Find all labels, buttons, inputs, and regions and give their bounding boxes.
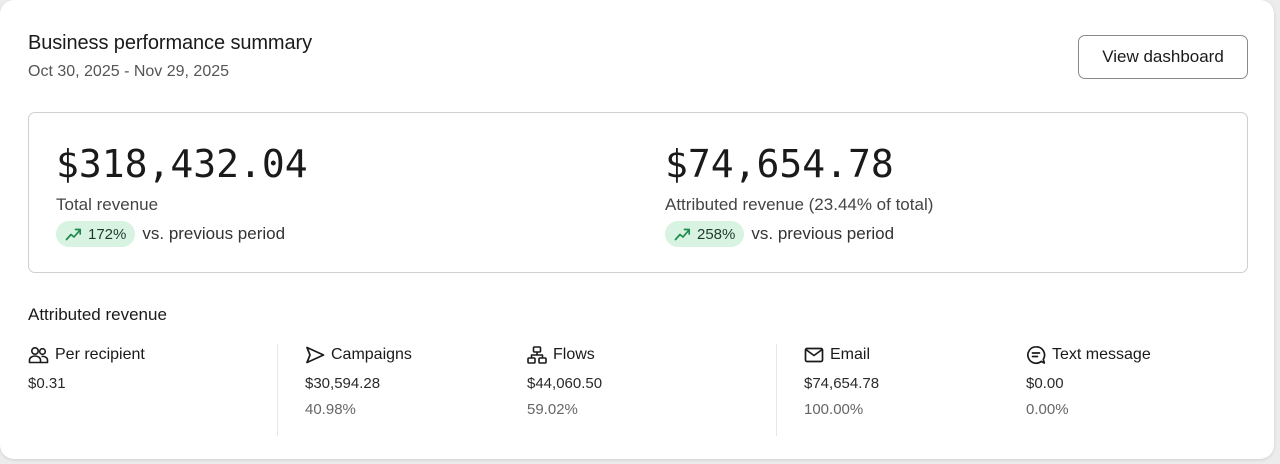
stat-value: $0.31 [28,375,66,392]
attributed-revenue-amount: $74,654.78 [665,142,894,186]
stat-value: $0.00 [1026,375,1064,392]
stat-percent: 0.00% [1026,401,1069,418]
stat-label: Flows [553,346,595,363]
total-revenue-metric: $318,432.04 Total revenue 172% vs. previ… [56,141,308,247]
stat-label: Per recipient [55,346,145,363]
change-badge: 172% [56,221,136,247]
stat-percent: 59.02% [527,401,578,418]
stat-percent: 100.00% [804,401,864,418]
revenue-summary-box: $318,432.04 Total revenue 172% vs. previ… [28,112,1248,273]
total-revenue-trend: 172% vs. previous period [56,221,308,247]
stat-text-message: Text message $0.00 0.00% [1026,344,1151,418]
attributed-revenue-title: Attributed revenue [28,305,167,324]
view-dashboard-button[interactable]: View dashboard [1078,35,1248,79]
attributed-revenue-trend: 258% vs. previous period [665,221,933,247]
stat-percent: 40.98% [305,401,356,418]
attributed-revenue-label: Attributed revenue (23.44% of total) [665,195,934,214]
card-header: Business performance summary Oct 30, 202… [28,32,312,81]
attributed-revenue-breakdown: Per recipient $0.31 Campaigns $30,594.28… [28,344,1248,436]
stat-flows: Flows $44,060.50 59.02% [527,344,602,418]
total-revenue-amount: $318,432.04 [56,142,308,186]
date-range: Oct 30, 2025 - Nov 29, 2025 [28,63,230,80]
send-icon [305,346,325,364]
users-icon [28,346,49,364]
stat-value: $30,594.28 [305,375,381,392]
trend-up-icon [65,227,82,241]
attributed-revenue-metric: $74,654.78 Attributed revenue (23.44% of… [665,141,933,247]
divider [776,344,777,436]
card-title: Business performance summary [28,32,312,54]
comparison-text: vs. previous period [751,224,895,243]
stat-value: $44,060.50 [527,375,603,392]
change-value: 172% [88,225,127,243]
email-icon [804,347,824,363]
stat-value: $74,654.78 [804,375,880,392]
total-revenue-label: Total revenue [56,195,159,214]
text-message-icon [1026,345,1046,365]
trend-up-icon [674,227,691,241]
stat-email: Email $74,654.78 100.00% [804,344,879,418]
stat-campaigns: Campaigns $30,594.28 40.98% [305,344,412,418]
stat-per-recipient: Per recipient $0.31 [28,344,145,392]
change-value: 258% [697,225,736,243]
comparison-text: vs. previous period [142,224,286,243]
stat-label: Email [830,346,871,363]
change-badge: 258% [665,221,745,247]
stat-label: Campaigns [331,346,412,363]
stat-label: Text message [1052,346,1151,363]
divider [277,344,278,436]
flows-icon [527,346,547,364]
